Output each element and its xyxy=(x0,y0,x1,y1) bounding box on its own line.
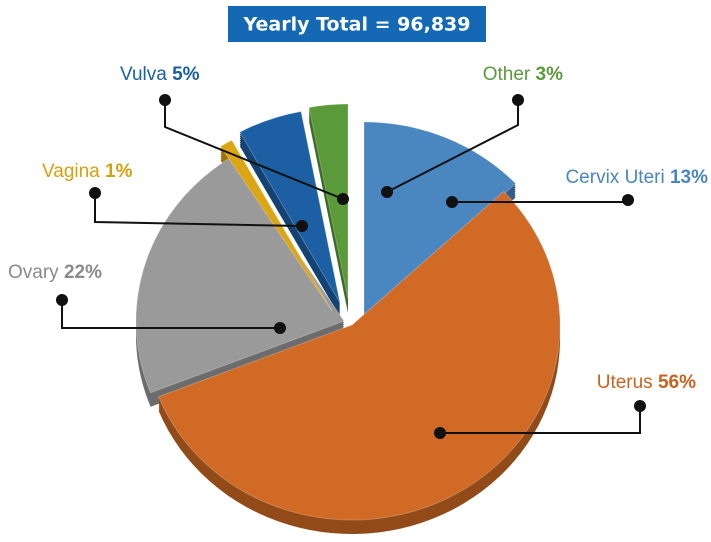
leader-dot xyxy=(434,427,446,439)
leader-dot xyxy=(634,400,646,412)
pie xyxy=(135,103,561,534)
value-label: 22% xyxy=(64,262,102,283)
category-name: Vulva xyxy=(120,64,167,85)
leader-dot xyxy=(337,193,349,205)
leader-dot xyxy=(296,220,308,232)
slice-label: Vulva 5% xyxy=(120,64,200,85)
slice-label: Uterus 56% xyxy=(597,372,696,393)
leader-dot xyxy=(446,196,458,208)
leader-dot xyxy=(512,94,524,106)
category-name: Uterus xyxy=(597,372,653,393)
category-name: Cervix Uteri xyxy=(565,167,664,188)
callouts: Cervix Uteri 13% Uterus 56% Ovary 22% Vagin… xyxy=(8,64,708,439)
slice-label: Cervix Uteri 13% xyxy=(565,167,708,188)
leader-dot xyxy=(381,186,393,198)
value-label: 13% xyxy=(670,167,708,188)
leader-line xyxy=(440,406,641,434)
category-name: Other xyxy=(483,64,531,85)
title-box xyxy=(228,6,486,42)
value-label: 3% xyxy=(536,64,564,85)
slice xyxy=(157,190,561,521)
leader-dot xyxy=(56,294,68,306)
leader-line xyxy=(94,193,303,227)
slice-label: Vagina 1% xyxy=(42,161,133,182)
slice xyxy=(135,155,345,394)
leader-dot xyxy=(622,194,634,206)
leader-line xyxy=(386,100,519,193)
value-label: 5% xyxy=(172,64,200,85)
value-label: 56% xyxy=(658,372,696,393)
slice-label: Other 3% xyxy=(483,64,563,85)
leader-line xyxy=(61,300,280,329)
slice-label: Ovary 22% xyxy=(8,262,102,283)
leader-dot xyxy=(89,187,101,199)
value-label: 1% xyxy=(105,161,133,182)
leader-dot xyxy=(274,322,286,334)
slice xyxy=(308,103,349,300)
category-name: Ovary xyxy=(8,262,59,283)
slice xyxy=(363,121,517,319)
category-name: Vagina xyxy=(42,161,100,182)
chart-title: Yearly Total = 96,839 xyxy=(243,14,471,36)
leader-line xyxy=(164,100,344,200)
slice xyxy=(239,110,341,304)
leader-dot xyxy=(159,94,171,106)
